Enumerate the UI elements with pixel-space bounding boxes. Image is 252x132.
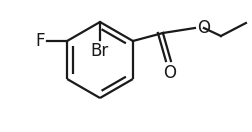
Text: Br: Br — [91, 42, 109, 60]
Text: F: F — [36, 32, 45, 50]
Text: O: O — [163, 64, 176, 82]
Text: O: O — [197, 19, 210, 37]
